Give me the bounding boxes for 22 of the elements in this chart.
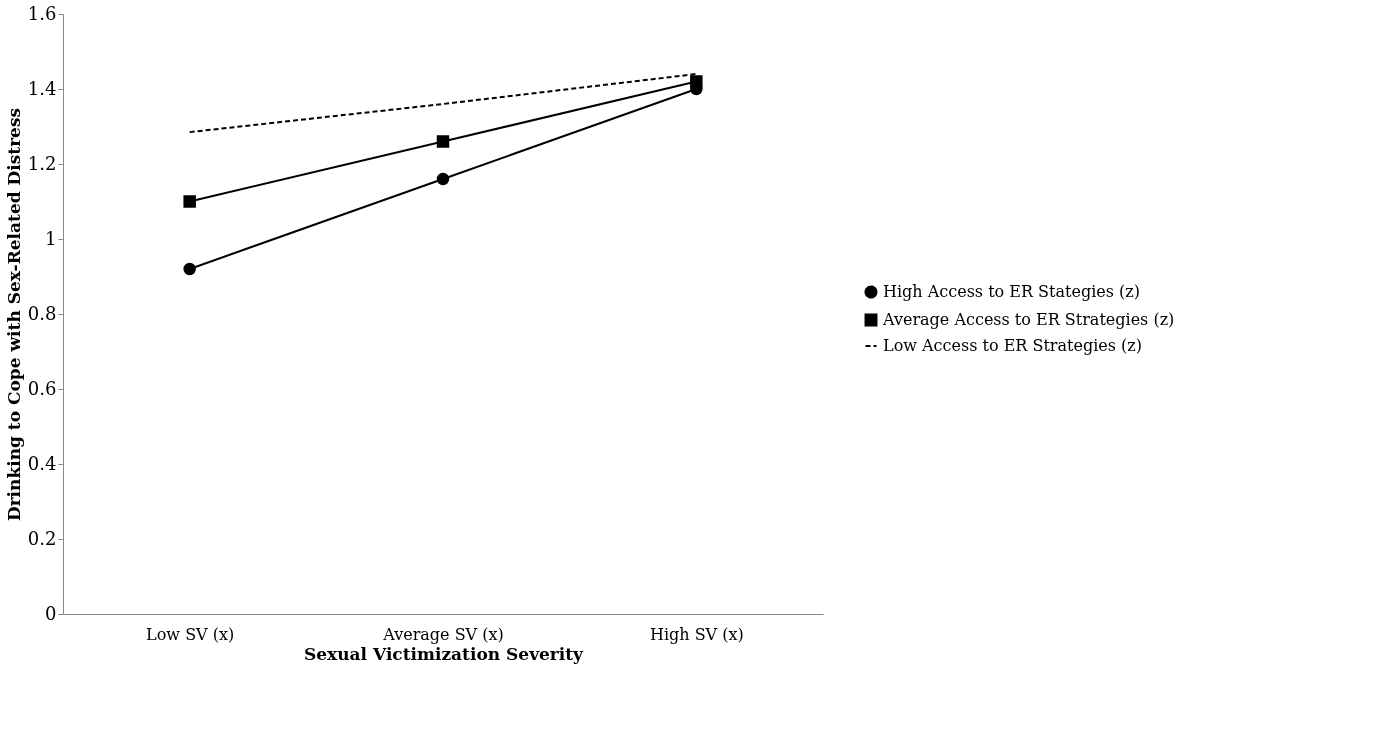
y-tick-label: 0.6	[27, 377, 57, 399]
point	[436, 135, 450, 148]
y-tick-label: 0.8	[27, 302, 57, 324]
y-tick-label: 0.4	[27, 452, 57, 474]
x-tick-label: Low SV (x)	[146, 624, 235, 644]
y-tick-label: 1.4	[27, 77, 57, 99]
x-tick-label: High SV (x)	[649, 624, 744, 644]
y-tick-label: 0.2	[27, 527, 57, 549]
point	[690, 75, 703, 88]
y-tick-label: 1.6	[27, 2, 57, 24]
legend-label: Average Access to ER Strategies (z)	[882, 310, 1175, 329]
legend-label: Low Access to ER Strategies (z)	[883, 336, 1142, 355]
y-tick-label: 1.2	[27, 152, 57, 174]
x-axis-title: Sexual Victimization Severity	[304, 643, 585, 664]
legend-label: High Access to ER Stategies (z)	[883, 282, 1140, 301]
point	[183, 262, 196, 276]
point	[183, 195, 196, 208]
y-tick-label: 0	[45, 602, 57, 624]
point	[436, 172, 450, 186]
y-tick-label: 1	[45, 227, 57, 249]
x-tick-label: Average SV (x)	[382, 624, 504, 644]
y-axis-title: Drinking to Cope with Sex-Related Distress	[3, 107, 24, 522]
